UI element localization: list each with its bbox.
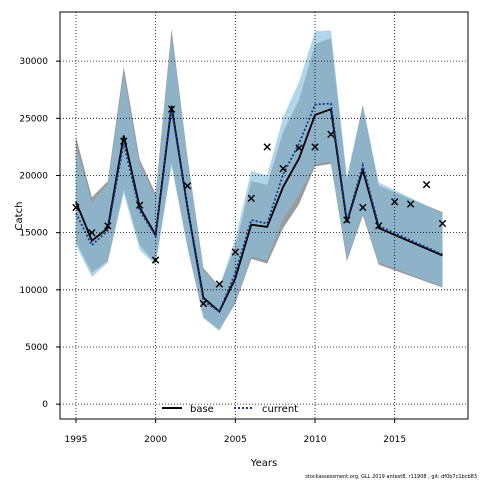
plot-frame: [59, 11, 469, 420]
observed-point-1999: [135, 201, 144, 209]
y-tick-label-20000: 20000: [19, 171, 48, 181]
y-tick-label-10000: 10000: [19, 286, 48, 296]
y-tick-label-5000: 5000: [25, 343, 48, 353]
y-tick-label-15000: 15000: [19, 229, 48, 239]
observed-points: [72, 105, 447, 308]
y-tick-label-30000: 30000: [19, 57, 48, 67]
line-current: [75, 102, 443, 313]
observed-point-2004: [215, 280, 224, 288]
observed-point-1995: [72, 203, 80, 212]
observed-point-2017: [422, 180, 431, 189]
observed-point-1997: [104, 222, 112, 230]
legend: base current: [162, 404, 298, 415]
observed-point-1998: [120, 137, 128, 145]
observed-point-2012: [343, 216, 351, 224]
y-tick-label-0: 0: [42, 400, 48, 410]
x-tick-label-2015: 2015: [383, 435, 406, 445]
observed-point-2002: [183, 182, 192, 190]
observed-point-2016: [406, 200, 415, 208]
footer-note: stockassessment.org, GLL 2019 antest8, r…: [305, 474, 477, 480]
observed-point-2001: [167, 105, 176, 113]
observed-point-2009: [295, 144, 303, 152]
x-tick-label-1995: 1995: [64, 435, 87, 445]
x-axis-title: Years: [250, 458, 277, 469]
observed-point-1996: [88, 228, 96, 237]
observed-point-2011: [327, 130, 335, 139]
x-tick-label-2010: 2010: [304, 435, 327, 445]
legend-current-label: current: [262, 404, 298, 415]
legend-base-label: base: [190, 404, 214, 415]
confidence-bands: [75, 29, 443, 331]
x-axis: 1995 2000 2005 2010 2015: [64, 419, 406, 445]
observed-point-2003: [199, 299, 208, 308]
observed-point-2000: [151, 256, 160, 264]
band-current: [75, 30, 443, 331]
observed-point-2007: [263, 143, 271, 151]
x-tick-label-2000: 2000: [144, 435, 167, 445]
y-axis-title: Catch: [14, 202, 25, 231]
observed-point-2015: [390, 198, 399, 206]
y-axis: 0 5000 10000 15000 20000 25000 30000: [19, 57, 60, 410]
grid: [60, 12, 468, 419]
observed-point-2008: [279, 164, 287, 173]
observed-point-2010: [311, 143, 319, 151]
observed-point-2013: [359, 203, 367, 212]
observed-point-2018: [438, 219, 447, 228]
series-lines: [75, 102, 443, 313]
observed-point-2014: [375, 222, 383, 230]
observed-point-2006: [247, 194, 255, 203]
observed-point-2005: [231, 248, 240, 256]
line-base: [75, 105, 443, 313]
x-tick-label-2005: 2005: [224, 435, 247, 445]
y-tick-label-25000: 25000: [19, 114, 48, 124]
